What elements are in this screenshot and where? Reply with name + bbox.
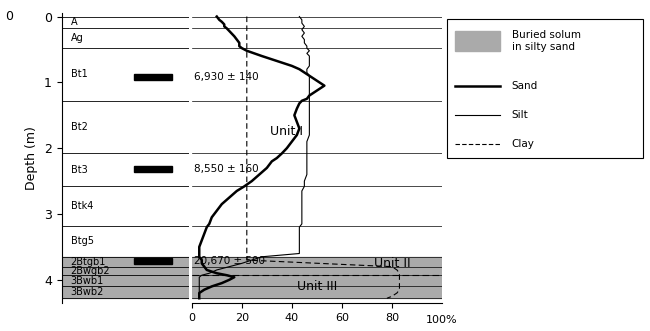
Bar [62,257,188,298]
Text: 100%: 100% [426,315,458,325]
Text: Buried solum
in silty sand: Buried solum in silty sand [512,30,580,52]
Text: Unit II: Unit II [374,257,410,270]
Text: 2Btgb1: 2Btgb1 [71,257,106,267]
Text: A: A [71,18,77,27]
Text: 2Bwgb2: 2Bwgb2 [71,266,110,276]
Text: Bt1: Bt1 [71,70,87,79]
Text: Silt: Silt [512,110,528,119]
Text: Ag: Ag [71,33,83,43]
Text: 20,670 ± 500: 20,670 ± 500 [194,256,265,266]
Text: Sand: Sand [512,81,538,91]
Bar [134,258,172,263]
FancyBboxPatch shape [447,19,643,158]
Text: Clay: Clay [512,139,534,149]
Text: Bt3: Bt3 [71,165,87,175]
Text: Unit III: Unit III [297,280,337,293]
Bar [192,257,442,298]
Text: 3Bwb1: 3Bwb1 [71,276,104,286]
Bar [456,31,500,51]
Bar [134,74,172,80]
Text: 8,550 ± 160: 8,550 ± 160 [194,164,259,174]
Text: Btk4: Btk4 [71,201,93,211]
Text: Unit I: Unit I [270,125,304,138]
Bar [134,166,172,172]
Text: 0: 0 [6,10,14,23]
Text: 3Bwb2: 3Bwb2 [71,287,104,297]
Text: Btg5: Btg5 [71,236,94,246]
Text: 6,930 ± 140: 6,930 ± 140 [194,72,259,82]
Y-axis label: Depth (m): Depth (m) [25,126,38,190]
Text: Bt2: Bt2 [71,122,88,132]
